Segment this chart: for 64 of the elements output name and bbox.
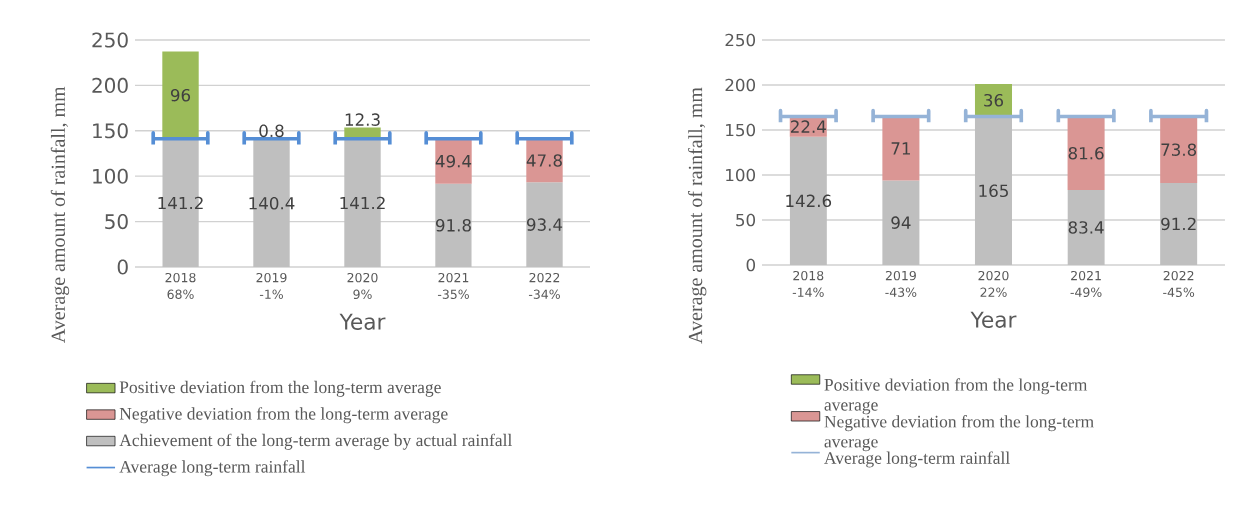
bar [882,180,920,265]
data-label: 140.4 [249,196,295,210]
x-tick-label: 2018 68% [165,272,196,300]
y-tick-label: 0 [746,258,756,272]
bar [974,116,1013,265]
bar [162,51,199,139]
legend-label: Negative deviation from the long-term average [119,407,448,424]
y-tick-label: 100 [93,168,128,184]
data-label: 96 [170,88,191,102]
y-tick-label: 0 [117,259,128,275]
data-label: 141.2 [158,196,203,210]
legend-label: Positive deviation from the long-term average [119,380,441,397]
bar [1067,116,1105,190]
legend-label: Average long-term rainfall [119,460,306,477]
data-label: 142.6 [786,194,832,208]
data-label: 0.8 [259,124,284,138]
data-label: 47.8 [526,154,562,167]
data-label: 91.8 [435,218,471,232]
y-tick-label: 50 [105,214,128,230]
data-label: 81.6 [1068,146,1104,160]
data-label: 83.4 [1068,221,1104,234]
legend-label: Average long-term rainfall [824,451,1010,468]
data-label: 73.8 [1161,143,1197,157]
y-tick-label: 100 [726,168,756,182]
data-label: 71 [891,142,910,155]
y-tick-label: 150 [726,123,756,137]
x-axis-title: Year [970,311,1017,328]
x-tick-label: 2021 -49% [1070,270,1102,297]
y-tick-label: 250 [92,32,128,48]
data-label: 165 [979,184,1008,198]
y-tick-label: 200 [92,77,128,93]
data-label: 93.4 [526,218,563,231]
x-tick-label: 2020 9% [347,272,378,300]
x-tick-label: 2019 -43% [885,270,917,297]
x-axis-title: Year [339,313,386,330]
bar [526,182,563,267]
legend-label: Negative deviation from the long-term average [824,415,1094,452]
x-tick-label: 2019 -1% [256,272,287,300]
bar [435,138,472,184]
bar [882,116,920,181]
legend-label: Achievement of the long-term average by actual rainfall [119,433,512,450]
y-tick-label: 50 [736,213,756,227]
data-label: 91.2 [1161,217,1196,231]
y-tick-label: 150 [93,123,128,139]
data-label: 36 [984,93,1004,107]
x-tick-label: 2022 -45% [1163,270,1195,297]
bar [435,183,472,267]
x-tick-label: 2022 -34% [528,272,560,300]
y-tick-label: 200 [725,78,756,92]
bar [1160,182,1198,265]
bar [1067,189,1105,265]
data-label: 22.4 [790,120,826,133]
data-label: 141.2 [340,196,385,210]
x-tick-label: 2018 -14% [792,270,824,297]
y-axis-title: Average amount of rainfall, mm [687,87,707,344]
data-label: 94 [891,216,911,229]
data-label: 12.3 [345,113,380,126]
legend-label: Positive deviation from the long-term average [824,378,1088,415]
y-tick-label: 250 [725,33,756,47]
y-axis-title: Average amount of rainfall, mm [50,86,70,343]
x-tick-label: 2021 -35% [437,272,469,300]
x-tick-label: 2020 22% [978,270,1009,297]
data-label: 49.4 [435,154,472,168]
bar [1160,116,1198,183]
